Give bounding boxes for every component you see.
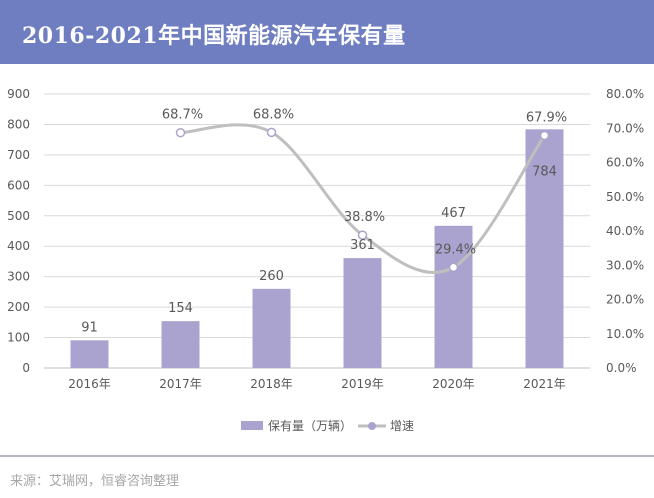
y-right-tick-label: 0.0% (606, 361, 637, 375)
y-left-tick-label: 100 (7, 331, 30, 345)
bar-data-label: 91 (81, 320, 98, 335)
growth-data-label: 38.8% (344, 210, 385, 225)
y-left-tick-label: 300 (7, 270, 30, 284)
growth-marker (175, 127, 186, 138)
growth-data-label: 29.4% (435, 242, 476, 257)
y-left-tick-label: 400 (7, 239, 30, 253)
growth-data-label: 67.9% (526, 110, 567, 125)
y-left-tick-label: 600 (7, 178, 30, 192)
y-right-tick-label: 70.0% (606, 121, 644, 135)
page-title: 2016-2021年中国新能源汽车保有量 (22, 23, 406, 49)
growth-data-label: 68.8% (253, 107, 294, 122)
x-tick-label: 2018年 (250, 377, 293, 391)
x-tick-label: 2019年 (341, 377, 384, 391)
growth-marker (448, 262, 459, 273)
bar-data-label: 154 (168, 301, 193, 316)
bar-data-label: 361 (350, 238, 375, 253)
y-right-tick-label: 60.0% (606, 156, 644, 170)
y-right-tick-label: 20.0% (606, 293, 644, 307)
growth-marker (357, 230, 368, 240)
x-tick-label: 2017年 (159, 377, 202, 391)
y-left-tick-label: 700 (7, 148, 30, 162)
growth-marker (539, 130, 550, 141)
divider (0, 455, 654, 457)
y-left-tick-label: 900 (7, 87, 30, 101)
bar (70, 340, 109, 368)
y-left-tick-label: 200 (7, 300, 30, 314)
legend-line-label: 增速 (390, 419, 414, 433)
y-right-tick-label: 50.0% (606, 190, 644, 204)
bar (161, 321, 200, 368)
chart: 0 100 200 300 400 500 600 700 800 900 0.0% 10.0% 20.… (7, 87, 644, 433)
growth-marker (266, 127, 277, 138)
y-right-tick-label: 80.0% (606, 87, 644, 101)
bar (434, 225, 473, 368)
y-left-tick-label: 500 (7, 209, 30, 223)
y-right-tick-label: 30.0% (606, 258, 644, 272)
x-tick-label: 2021年 (523, 377, 566, 391)
y-left-tick-label: 800 (7, 117, 30, 131)
growth-data-label: 68.7% (162, 108, 203, 123)
bar (525, 129, 564, 368)
bar-data-label: 467 (441, 206, 466, 221)
source-note: 来源：艾瑞网，恒睿咨询整理 (10, 474, 180, 489)
y-right-tick-label: 40.0% (606, 224, 644, 238)
legend-line-marker (368, 422, 376, 430)
y-left-tick-label: 0 (22, 361, 30, 375)
bar-data-label: 260 (259, 269, 284, 284)
header-bar: 2016-2021年中国新能源汽车保有量 (0, 0, 654, 64)
legend-bar-label: 保有量（万辆） (268, 419, 352, 433)
legend-bar-swatch (241, 421, 263, 430)
bar (252, 288, 291, 368)
bar-data-label: 784 (532, 164, 557, 179)
y-right-tick-label: 10.0% (606, 327, 644, 341)
x-tick-label: 2020年 (432, 377, 475, 391)
x-tick-label: 2016年 (68, 377, 111, 391)
bar (343, 258, 382, 368)
